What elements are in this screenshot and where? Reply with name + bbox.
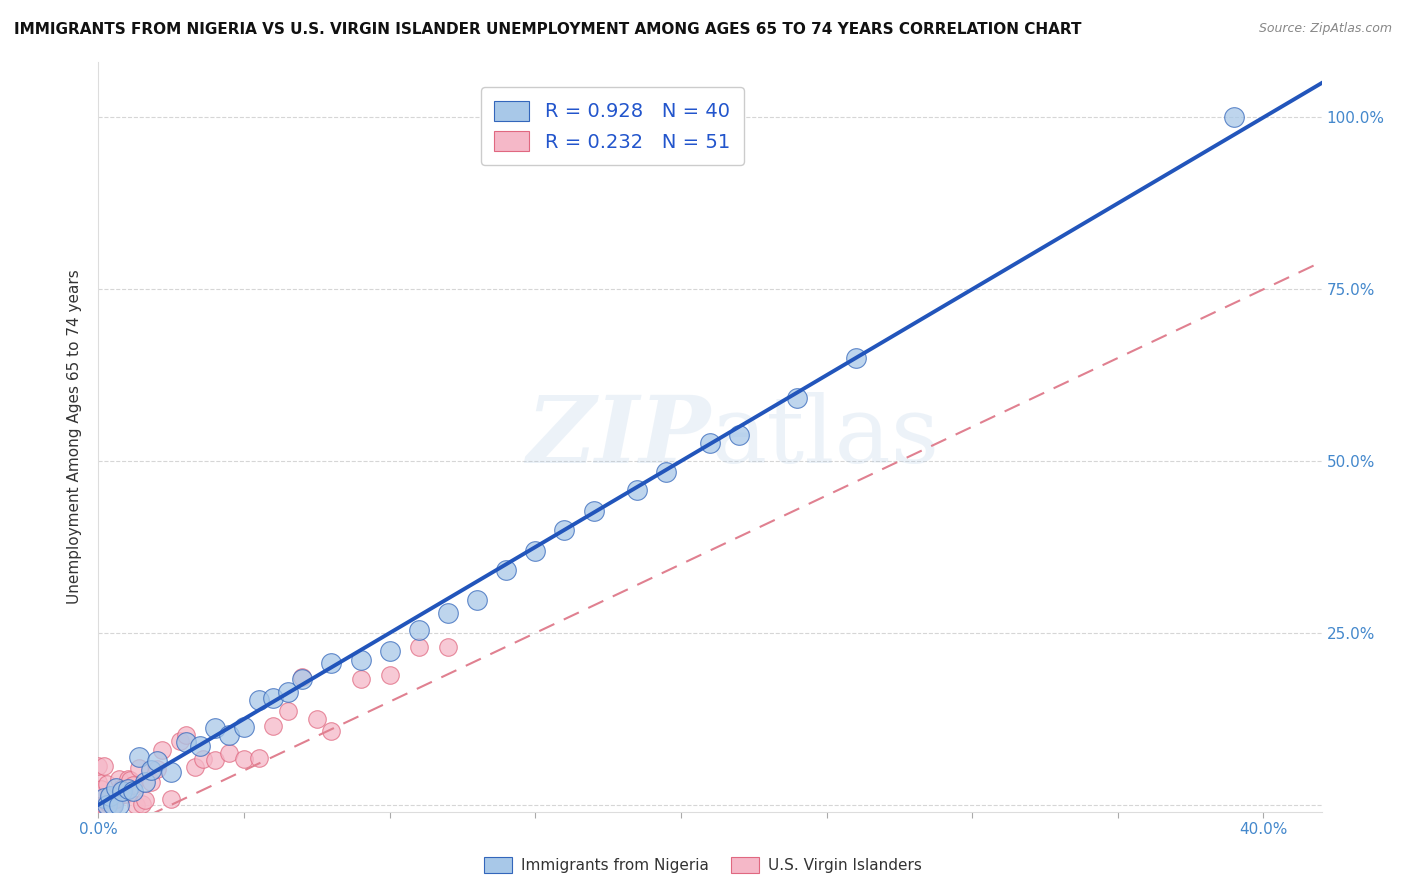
Point [125, 797, 148, 812]
Point [101, 797, 124, 812]
Point [277, 704, 299, 718]
Point [465, 592, 488, 607]
Point [699, 436, 721, 450]
Point [145, 755, 167, 769]
Point [247, 693, 270, 707]
Point [291, 673, 314, 687]
Point [408, 640, 430, 655]
Point [437, 607, 460, 621]
Text: Source: ZipAtlas.com: Source: ZipAtlas.com [1258, 22, 1392, 36]
Point [152, 743, 174, 757]
Y-axis label: Unemployment Among Ages 65 to 74 years: Unemployment Among Ages 65 to 74 years [67, 269, 83, 605]
Point [160, 764, 183, 779]
Point [87, 759, 110, 773]
Legend: R = 0.928   N = 40, R = 0.232   N = 51: R = 0.928 N = 40, R = 0.232 N = 51 [481, 87, 744, 165]
Point [291, 670, 314, 684]
Point [582, 504, 605, 518]
Point [233, 752, 256, 766]
Point [134, 793, 156, 807]
Point [204, 753, 226, 767]
Point [128, 750, 150, 764]
Point [218, 728, 240, 742]
Point [96, 797, 118, 812]
Point [122, 784, 145, 798]
Point [101, 790, 124, 805]
Point [139, 763, 162, 777]
Point [145, 762, 167, 776]
Point [90, 781, 112, 796]
Point [111, 780, 134, 795]
Point [96, 776, 118, 790]
Point [233, 720, 256, 734]
Point [87, 797, 110, 812]
Point [93, 758, 115, 772]
Point [183, 760, 205, 774]
Point [108, 772, 131, 786]
Point [655, 465, 678, 479]
Point [104, 781, 127, 796]
Point [262, 719, 284, 733]
Point [553, 523, 575, 537]
Point [111, 784, 134, 798]
Point [169, 734, 191, 748]
Point [134, 775, 156, 789]
Point [87, 797, 110, 812]
Point [188, 739, 212, 753]
Point [305, 712, 328, 726]
Point [128, 761, 150, 775]
Point [114, 787, 136, 801]
Point [90, 792, 112, 806]
Point [524, 544, 547, 558]
Point [437, 640, 460, 654]
Point [120, 773, 142, 788]
Point [87, 797, 110, 812]
Point [104, 792, 127, 806]
Point [845, 351, 868, 365]
Point [98, 789, 121, 804]
Point [786, 392, 808, 406]
Point [96, 795, 118, 809]
Point [728, 428, 751, 442]
Point [87, 789, 110, 803]
Point [160, 792, 183, 806]
Point [174, 729, 197, 743]
Point [131, 797, 153, 812]
Point [174, 735, 197, 749]
Point [139, 775, 162, 789]
Point [101, 797, 124, 812]
Point [378, 668, 401, 682]
Point [193, 752, 215, 766]
Point [117, 781, 139, 796]
Point [262, 690, 284, 705]
Point [93, 797, 115, 812]
Point [122, 778, 145, 792]
Point [495, 563, 517, 577]
Text: atlas: atlas [710, 392, 939, 482]
Point [1223, 111, 1246, 125]
Point [98, 789, 121, 803]
Point [321, 656, 343, 670]
Point [218, 747, 240, 761]
Point [204, 721, 226, 735]
Point [93, 790, 115, 805]
Point [408, 623, 430, 637]
Point [626, 483, 648, 497]
Point [87, 797, 110, 812]
Text: ZIP: ZIP [526, 392, 710, 482]
Point [349, 653, 371, 667]
Point [117, 772, 139, 787]
Point [247, 751, 270, 765]
Point [108, 797, 131, 812]
Legend: Immigrants from Nigeria, U.S. Virgin Islanders: Immigrants from Nigeria, U.S. Virgin Isl… [478, 851, 928, 879]
Point [378, 644, 401, 658]
Point [321, 723, 343, 738]
Point [87, 775, 110, 789]
Point [87, 797, 110, 812]
Point [87, 797, 110, 812]
Point [349, 672, 371, 686]
Point [87, 792, 110, 806]
Point [277, 685, 299, 699]
Text: IMMIGRANTS FROM NIGERIA VS U.S. VIRGIN ISLANDER UNEMPLOYMENT AMONG AGES 65 TO 74: IMMIGRANTS FROM NIGERIA VS U.S. VIRGIN I… [14, 22, 1081, 37]
